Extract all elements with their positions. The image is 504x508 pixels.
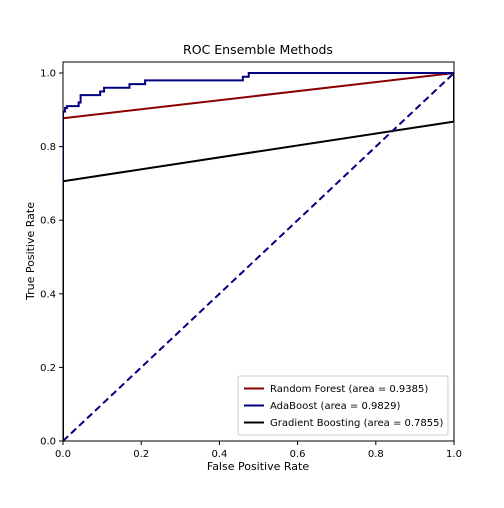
y-axis-label: True Positive Rate [24,202,37,301]
x-tick-label: 0.4 [211,449,227,460]
legend: Random Forest (area = 0.9385) AdaBoost (a… [237,375,449,436]
y-tick-label: 0.6 [40,216,56,227]
series-line-0 [63,72,454,441]
y-tick-label: 0.2 [40,363,56,374]
axes: 0.0 0.2 0.4 0.6 0.8 1.0 0.0 0.2 0.4 0.6 0.8 1.0 [40,61,462,460]
y-tick-label: 0.0 [40,437,56,448]
axes-frame [62,61,455,442]
x-tick-label: 0.2 [133,449,149,460]
series-line-1 [63,72,454,441]
legend-label: Random Forest (area = 0.9385) [270,384,428,395]
series-line-2 [63,73,454,441]
y-tick-label: 1.0 [40,69,56,80]
x-tick-label: 0.6 [290,449,306,460]
y-tick-label: 0.8 [40,142,56,153]
x-tick-label: 0.8 [368,449,384,460]
legend-label: AdaBoost (area = 0.9829) [270,401,400,412]
legend-box [237,375,449,436]
x-tick-label: 1.0 [446,449,462,460]
x-axis-label: False Positive Rate [207,460,309,473]
legend-label: Gradient Boosting (area = 0.7855) [270,418,444,429]
y-tick-label: 0.4 [40,289,56,300]
plot-area [63,72,454,441]
diagonal-reference-line [63,72,454,441]
x-tick-label: 0.0 [55,449,71,460]
chart-title: ROC Ensemble Methods [183,42,333,57]
